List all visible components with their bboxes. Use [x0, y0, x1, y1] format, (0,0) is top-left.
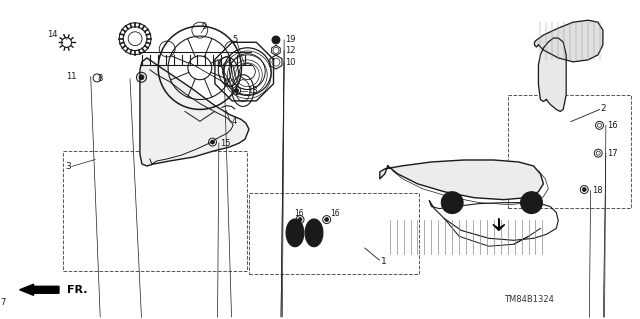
Text: 1: 1	[381, 257, 387, 266]
Text: 4: 4	[232, 117, 237, 126]
Polygon shape	[534, 20, 603, 62]
Text: 16: 16	[607, 121, 618, 130]
Text: 5: 5	[233, 35, 238, 44]
Circle shape	[211, 140, 214, 144]
Ellipse shape	[305, 219, 323, 247]
Text: 9: 9	[201, 22, 206, 31]
Polygon shape	[429, 201, 558, 240]
Text: 3: 3	[65, 162, 71, 171]
Circle shape	[324, 218, 329, 222]
Circle shape	[525, 197, 538, 209]
Circle shape	[520, 192, 543, 213]
Bar	[250, 193, 419, 274]
Polygon shape	[140, 58, 249, 166]
Circle shape	[235, 89, 239, 93]
Text: 2: 2	[601, 104, 606, 113]
Circle shape	[298, 218, 302, 222]
Polygon shape	[493, 219, 505, 230]
Text: 7: 7	[0, 298, 6, 307]
Text: 10: 10	[285, 58, 296, 67]
Bar	[508, 95, 631, 208]
Circle shape	[582, 188, 586, 191]
Bar	[63, 151, 248, 271]
Text: 18: 18	[592, 186, 602, 195]
Circle shape	[442, 192, 463, 213]
Text: 13: 13	[248, 86, 258, 95]
Text: 8: 8	[97, 74, 102, 83]
Text: 17: 17	[607, 149, 618, 158]
Text: 16: 16	[294, 209, 303, 219]
Polygon shape	[538, 38, 566, 111]
Polygon shape	[215, 42, 273, 101]
Text: 19: 19	[285, 35, 296, 44]
Text: 14: 14	[47, 30, 58, 39]
Ellipse shape	[286, 219, 304, 247]
Text: 16: 16	[330, 209, 340, 219]
Circle shape	[446, 197, 458, 209]
Text: 11: 11	[67, 72, 77, 81]
Polygon shape	[270, 55, 282, 69]
Text: 6: 6	[216, 60, 221, 69]
Polygon shape	[271, 45, 280, 56]
Text: TM84B1324: TM84B1324	[504, 295, 554, 304]
Text: 15: 15	[220, 138, 230, 148]
Text: 12: 12	[285, 46, 296, 55]
Circle shape	[272, 36, 280, 44]
Polygon shape	[380, 160, 543, 200]
FancyArrow shape	[20, 284, 59, 295]
Circle shape	[139, 75, 144, 80]
Text: FR.: FR.	[67, 285, 87, 295]
